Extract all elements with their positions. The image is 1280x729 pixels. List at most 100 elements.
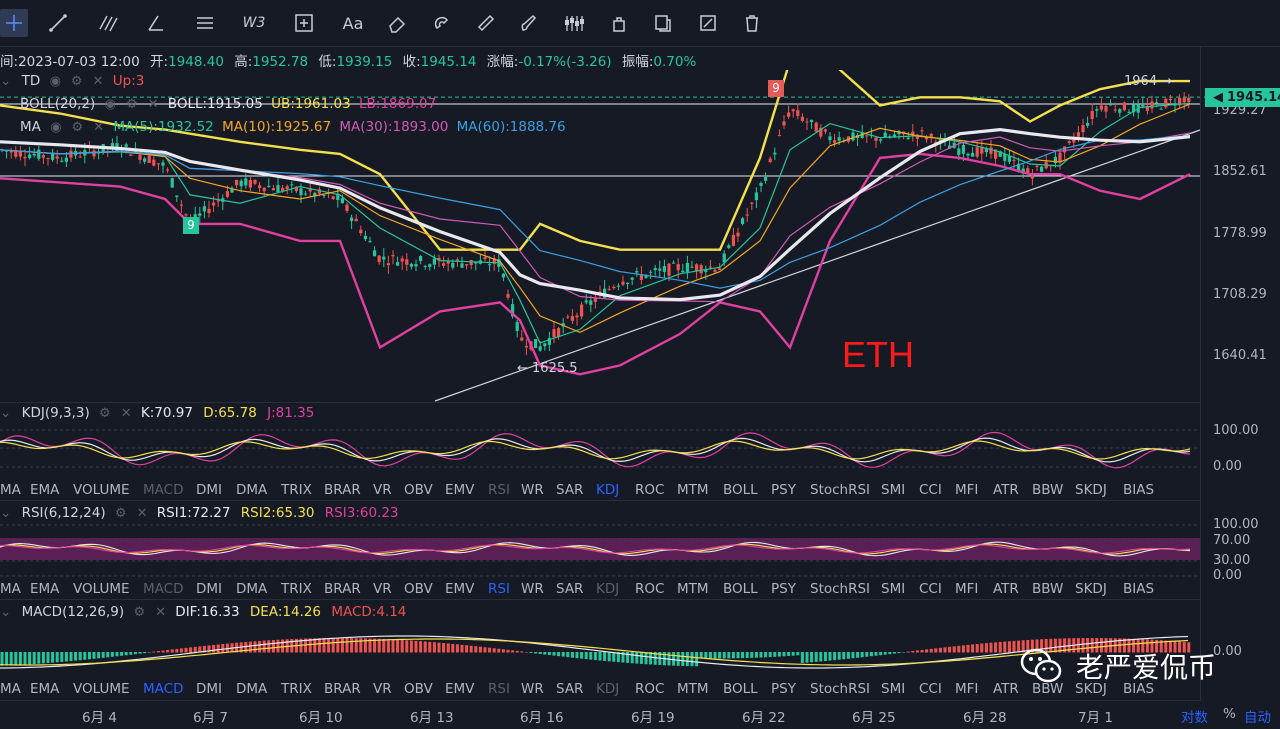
tab-emv[interactable]: EMV [445, 581, 475, 597]
tab-vr[interactable]: VR [373, 581, 392, 597]
tab-psy[interactable]: PSY [771, 581, 796, 597]
close-icon[interactable]: ✕ [147, 97, 159, 112]
tab-vr[interactable]: VR [373, 681, 392, 697]
tab-bias[interactable]: BIAS [1123, 482, 1155, 498]
tab-trix[interactable]: TRIX [281, 482, 312, 498]
tab-mfi[interactable]: MFI [955, 482, 979, 498]
percent-scale-toggle[interactable]: % [1223, 706, 1236, 722]
tab-dma[interactable]: DMA [236, 681, 268, 697]
tab-bias[interactable]: BIAS [1123, 581, 1155, 597]
tab-psy[interactable]: PSY [771, 681, 796, 697]
abacus-icon[interactable] [561, 9, 589, 37]
tab-boll[interactable]: BOLL [723, 581, 758, 597]
eraser-icon[interactable] [383, 9, 411, 37]
settings-icon[interactable]: ⚙ [99, 406, 111, 421]
tab-obv[interactable]: OBV [404, 581, 433, 597]
tab-atr[interactable]: ATR [993, 681, 1019, 697]
tab-skdj[interactable]: SKDJ [1075, 581, 1107, 597]
tab-kdj[interactable]: KDJ [596, 581, 620, 597]
tab-trix[interactable]: TRIX [281, 581, 312, 597]
tab-bbw[interactable]: BBW [1032, 681, 1064, 697]
td-legend[interactable]: ⌄ TD ◉ ⚙ ✕ Up:3 [0, 73, 144, 89]
tab-mfi[interactable]: MFI [955, 681, 979, 697]
tab-rsi[interactable]: RSI [488, 581, 510, 597]
tab-brar[interactable]: BRAR [324, 681, 361, 697]
tab-ma[interactable]: MA [0, 681, 21, 697]
log-scale-toggle[interactable]: 对数 [1181, 710, 1208, 726]
tab-ema[interactable]: EMA [30, 581, 60, 597]
tab-volume[interactable]: VOLUME [73, 482, 130, 498]
tab-bias[interactable]: BIAS [1123, 681, 1155, 697]
tab-stochrsi[interactable]: StochRSI [810, 681, 871, 697]
auto-scale-toggle[interactable]: 自动 [1244, 710, 1271, 726]
tab-obv[interactable]: OBV [404, 482, 433, 498]
macd-legend[interactable]: ⌄ MACD(12,26,9) ⚙ ✕ DIF:16.33 DEA:14.26 M… [0, 604, 406, 620]
tab-atr[interactable]: ATR [993, 482, 1019, 498]
tab-smi[interactable]: SMI [881, 482, 906, 498]
tab-stochrsi[interactable]: StochRSI [810, 581, 871, 597]
ruler-icon[interactable] [472, 9, 500, 37]
copy-icon[interactable] [649, 9, 677, 37]
tab-macd[interactable]: MACD [143, 681, 184, 697]
tab-mtm[interactable]: MTM [677, 681, 709, 697]
tab-emv[interactable]: EMV [445, 482, 475, 498]
lock-icon[interactable] [605, 9, 633, 37]
tab-stochrsi[interactable]: StochRSI [810, 482, 871, 498]
tab-macd[interactable]: MACD [143, 482, 184, 498]
tab-boll[interactable]: BOLL [723, 482, 758, 498]
eye-icon[interactable]: ◉ [50, 120, 62, 135]
tab-skdj[interactable]: SKDJ [1075, 681, 1107, 697]
tab-mfi[interactable]: MFI [955, 581, 979, 597]
tab-brar[interactable]: BRAR [324, 581, 361, 597]
measure-icon[interactable] [290, 9, 318, 37]
collapse-icon[interactable]: ⌄ [0, 604, 12, 620]
text-icon[interactable]: Aa [339, 9, 367, 37]
price-chart[interactable] [0, 70, 1280, 729]
tab-mtm[interactable]: MTM [677, 581, 709, 597]
tab-sar[interactable]: SAR [556, 581, 584, 597]
parallel-lines-icon[interactable] [191, 9, 219, 37]
tab-ema[interactable]: EMA [30, 681, 60, 697]
tab-dmi[interactable]: DMI [196, 681, 223, 697]
tab-sar[interactable]: SAR [556, 681, 584, 697]
tab-cci[interactable]: CCI [919, 681, 942, 697]
settings-icon[interactable]: ⚙ [70, 74, 83, 89]
settings-icon[interactable]: ⚙ [125, 97, 138, 112]
rsi-legend[interactable]: ⌄ RSI(6,12,24) ⚙ ✕ RSI1:72.27 RSI2:65.30 … [0, 505, 399, 521]
tab-kdj[interactable]: KDJ [596, 482, 620, 498]
tab-volume[interactable]: VOLUME [73, 581, 130, 597]
fib-icon[interactable] [94, 9, 122, 37]
edit-icon[interactable] [694, 9, 722, 37]
collapse-icon[interactable]: ⌄ [0, 505, 12, 521]
close-icon[interactable]: ✕ [120, 406, 132, 421]
close-icon[interactable]: ✕ [136, 506, 148, 521]
tab-roc[interactable]: ROC [635, 581, 665, 597]
tab-skdj[interactable]: SKDJ [1075, 482, 1107, 498]
tab-smi[interactable]: SMI [881, 581, 906, 597]
close-icon[interactable]: ✕ [155, 605, 166, 620]
tab-dmi[interactable]: DMI [196, 581, 223, 597]
eye-icon[interactable]: ◉ [104, 97, 116, 112]
brush-icon[interactable] [516, 9, 544, 37]
tab-bbw[interactable]: BBW [1032, 482, 1064, 498]
tab-ma[interactable]: MA [0, 482, 21, 498]
tab-wr[interactable]: WR [521, 681, 544, 697]
boll-legend[interactable]: BOLL(20,2) ◉ ⚙ ✕ BOLL:1915.05 UB:1961.03 L… [20, 96, 436, 112]
eye-icon[interactable]: ◉ [49, 74, 61, 89]
tab-roc[interactable]: ROC [635, 681, 665, 697]
collapse-icon[interactable]: ⌄ [0, 405, 12, 421]
tab-dma[interactable]: DMA [236, 581, 268, 597]
wave-icon[interactable]: W3 [240, 9, 268, 37]
tab-sar[interactable]: SAR [556, 482, 584, 498]
tab-smi[interactable]: SMI [881, 681, 906, 697]
close-icon[interactable]: ✕ [93, 120, 105, 135]
tab-mtm[interactable]: MTM [677, 482, 709, 498]
tab-cci[interactable]: CCI [919, 482, 942, 498]
crosshair-icon[interactable] [0, 9, 28, 37]
settings-icon[interactable]: ⚙ [114, 506, 127, 521]
tab-rsi[interactable]: RSI [488, 482, 510, 498]
tab-macd[interactable]: MACD [143, 581, 184, 597]
trend-line-icon[interactable] [44, 9, 72, 37]
tab-wr[interactable]: WR [521, 581, 544, 597]
tab-vr[interactable]: VR [373, 482, 392, 498]
